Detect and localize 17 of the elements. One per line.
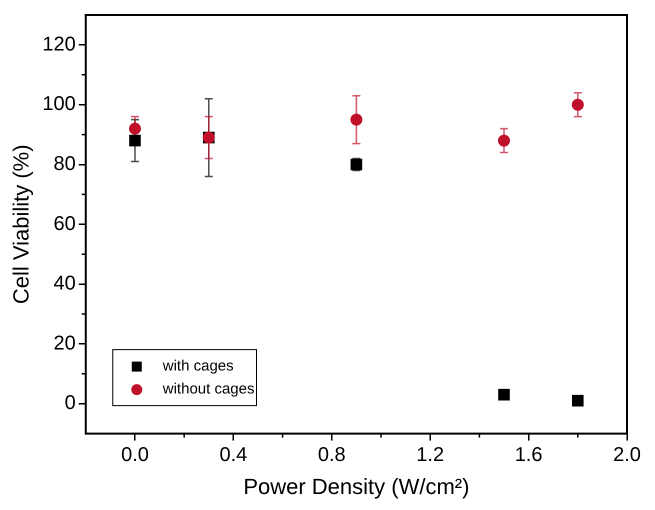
x-tick-label: 1.2 — [416, 444, 444, 466]
y-tick-label: 60 — [54, 212, 76, 235]
y-tick-label: 80 — [54, 153, 76, 176]
x-tick-label: 1.6 — [514, 444, 542, 466]
legend-label: with cages — [162, 358, 234, 375]
x-tick-label: 0.4 — [219, 444, 248, 466]
x-tick-label: 0.0 — [121, 444, 149, 466]
y-tick-label: 40 — [54, 272, 76, 295]
legend-label: without cages — [162, 380, 255, 398]
y-axis-title: Cell Viability (%) — [8, 144, 34, 304]
y-tick-label: 0 — [64, 392, 76, 414]
x-tick-label: 2.0 — [613, 444, 641, 466]
x-tick-label: 0.8 — [318, 444, 346, 466]
y-tick-label: 20 — [54, 332, 76, 354]
y-tick-label: 120 — [42, 33, 76, 56]
y-tick-label: 100 — [42, 93, 76, 116]
x-axis-title: Power Density (W/cm²) — [243, 474, 470, 499]
